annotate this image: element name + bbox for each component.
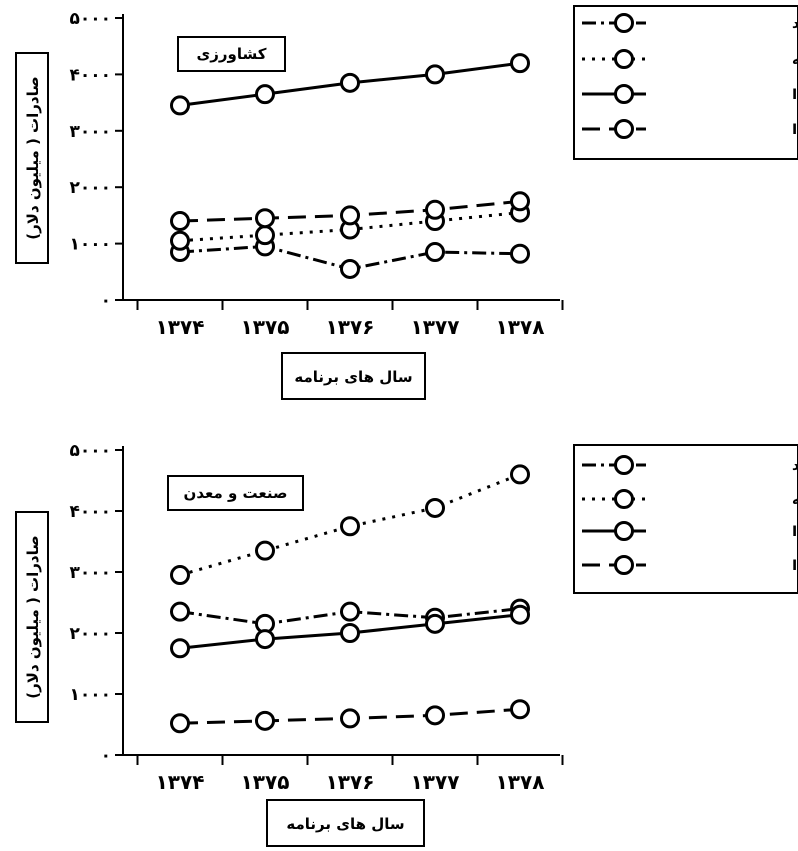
data-point <box>340 205 360 226</box>
data-point <box>340 516 360 537</box>
legend-swatch-marker <box>614 84 634 104</box>
y-tick-label: ۳۰۰۰ <box>69 563 111 583</box>
legend-swatch-marker <box>614 119 634 139</box>
chart-title: کشاورزی <box>197 45 267 63</box>
legend-swatch-marker <box>614 13 634 33</box>
data-point <box>170 601 190 622</box>
legend-label: سناریو II <box>792 122 798 138</box>
data-point <box>510 243 530 264</box>
legend-swatch-marker <box>614 521 634 541</box>
y-tick-label: ۰ <box>101 291 111 311</box>
y-tick-label: ۳۰۰۰ <box>69 122 111 142</box>
y-tick-label: ۱۰۰۰ <box>69 685 111 705</box>
data-point <box>425 705 445 726</box>
data-point <box>340 601 360 622</box>
x-axis-label-box <box>266 799 425 847</box>
data-point <box>170 638 190 659</box>
legend-box <box>573 444 798 594</box>
data-point <box>255 540 275 561</box>
x-tick-label: ۱۳۷۶ <box>326 315 375 339</box>
y-axis-label-group: صادرات ( میلیون دلار) <box>15 511 49 723</box>
x-tick-label: ۱۳۷۷ <box>411 770 460 794</box>
legend-label: عملکرد <box>792 16 798 32</box>
y-axis-label-group: صادرات ( میلیون دلار) <box>15 52 49 264</box>
x-tick-label: ۱۳۷۸ <box>496 770 545 794</box>
legend-label: سناریو I <box>792 87 798 103</box>
data-point <box>340 708 360 729</box>
data-point <box>340 623 360 643</box>
legend-swatch-marker <box>614 455 634 475</box>
x-tick-label: ۱۳۷۴ <box>156 770 205 794</box>
x-axis-label-box <box>281 352 426 400</box>
y-axis-label-box <box>15 52 49 264</box>
data-point <box>255 225 275 246</box>
data-point <box>170 713 190 734</box>
data-point <box>340 258 360 279</box>
data-point <box>425 64 445 85</box>
data-point <box>510 53 530 74</box>
title-box <box>177 36 286 72</box>
x-axis-label: سال های برنامه <box>294 368 412 386</box>
agriculture-chart: ۰ ۱۰۰۰ ۲۰۰۰ ۳۰۰۰ ۴۰۰۰ ۵۰۰۰ ۱۳۷۴ ۱۳۷۵ ۱۳۷۶ ۱۳۷۷ ۱۳۷… <box>15 5 798 400</box>
legend-swatch-marker <box>614 555 634 575</box>
y-tick-label: ۱۰۰۰ <box>69 235 111 255</box>
data-point <box>170 230 190 251</box>
data-point <box>510 464 530 485</box>
y-axis-label-box <box>15 511 49 723</box>
legend-swatch-marker <box>614 489 634 509</box>
legend-label: سناریو II <box>792 558 798 574</box>
data-point <box>255 84 275 105</box>
y-tick-label: ۵۰۰۰ <box>69 9 111 29</box>
x-tick-label: ۱۳۷۶ <box>326 770 375 794</box>
y-axis-label: صادرات ( میلیون دلار) <box>24 535 42 698</box>
y-tick-label: ۲۰۰۰ <box>69 178 111 198</box>
industry-mining-chart: ۰ ۱۰۰۰ ۲۰۰۰ ۳۰۰۰ ۴۰۰۰ ۵۰۰۰ ۱۳۷۴ ۱۳۷۵ ۱۳۷۶ ۱۳۷۷ ۱۳۷… <box>15 441 798 847</box>
y-axis-label: صادرات ( میلیون دلار) <box>24 76 42 239</box>
legend-label: هدف های برنامه <box>792 492 798 508</box>
data-point <box>255 629 275 650</box>
x-tick-label: ۱۳۷۷ <box>411 315 460 339</box>
x-tick-label: ۱۳۷۴ <box>156 315 205 339</box>
chart-title: صنعت و معدن <box>184 484 288 502</box>
y-tick-label: ۵۰۰۰ <box>69 441 111 461</box>
y-tick-label: ۴۰۰۰ <box>69 502 111 522</box>
legend-label: عملکرد <box>792 458 798 474</box>
legend-box <box>573 5 798 160</box>
x-tick-label: ۱۳۷۵ <box>241 315 290 339</box>
x-tick-label: ۱۳۷۸ <box>496 315 545 339</box>
legend-swatch-marker <box>614 49 634 69</box>
data-point <box>510 191 530 212</box>
data-point <box>510 699 530 720</box>
data-point <box>425 242 445 263</box>
data-point <box>340 72 360 93</box>
data-point <box>425 199 445 220</box>
data-point <box>255 710 275 731</box>
data-point <box>425 497 445 518</box>
legend-label: سناریو I <box>792 524 798 540</box>
y-tick-label: ۴۰۰۰ <box>69 65 111 85</box>
y-tick-label: ۰ <box>101 746 111 766</box>
data-point <box>170 565 190 586</box>
data-point <box>170 95 190 116</box>
data-point <box>255 208 275 229</box>
legend-label: هدف های برنامه <box>792 52 798 68</box>
title-box <box>167 475 304 511</box>
data-point <box>510 604 530 625</box>
x-axis-label: سال های برنامه <box>286 815 404 833</box>
data-point <box>425 613 445 634</box>
y-tick-label: ۲۰۰۰ <box>69 624 111 644</box>
x-tick-label: ۱۳۷۵ <box>241 770 290 794</box>
data-point <box>170 211 190 232</box>
